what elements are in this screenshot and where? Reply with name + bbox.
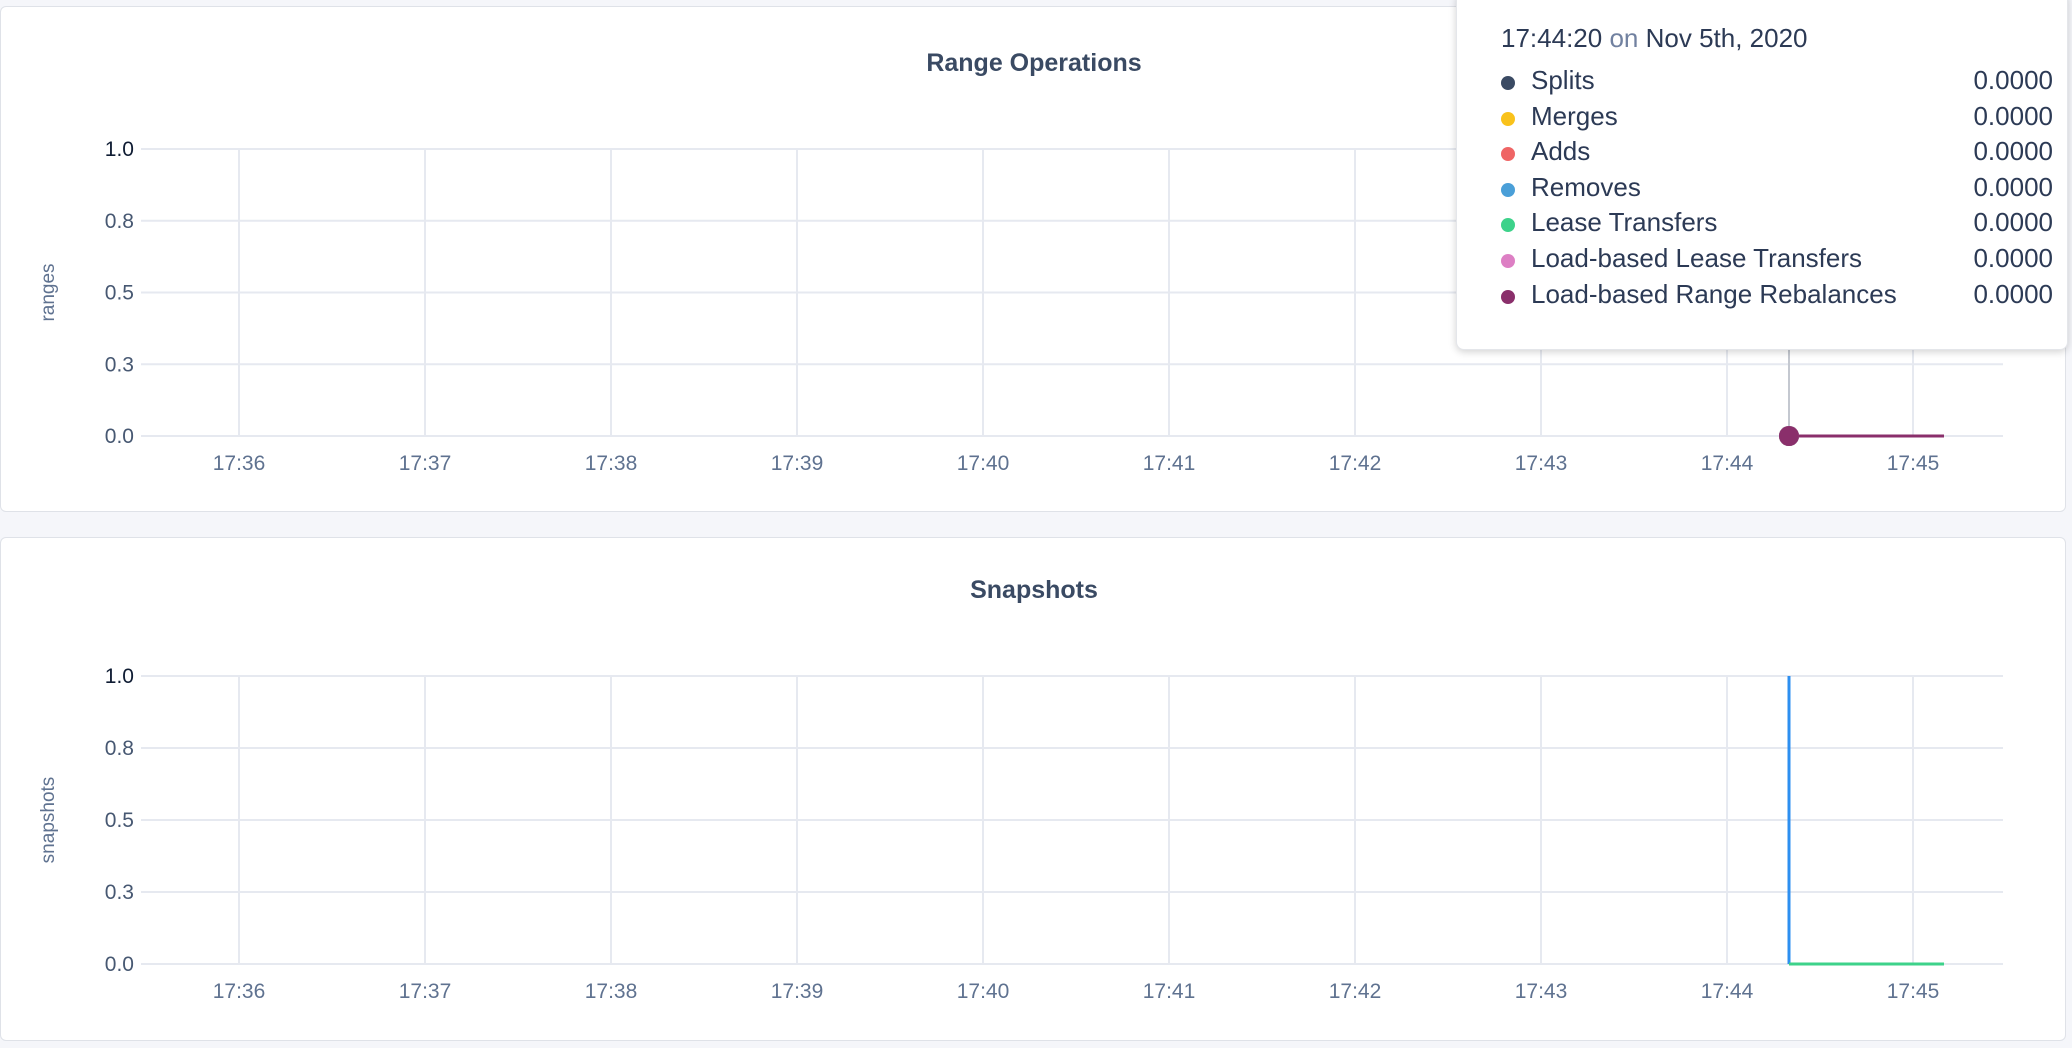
legend-dot-icon [1501, 182, 1515, 197]
x-tick-label: 17:36 [213, 980, 266, 1003]
x-tick-label: 17:39 [771, 452, 824, 475]
range-operations-chart[interactable]: Range Operations 17:36 17:37 17:38 17:39 17:4… [1, 7, 2067, 513]
tooltip-series-value: 0.0000 [1973, 136, 2053, 167]
tooltip-row: Load-based Lease Transfers 0.0000 [1501, 243, 2053, 277]
legend-dot-icon [1501, 289, 1515, 304]
x-tick-label: 17:38 [585, 452, 638, 475]
y-tick-label: 0.5 [105, 282, 134, 305]
x-tick-label: 17:44 [1701, 980, 1754, 1003]
x-tick-label: 17:40 [957, 452, 1010, 475]
tooltip-on: on [1609, 23, 1639, 53]
tooltip-row: Merges 0.0000 [1501, 101, 2053, 135]
x-tick-label: 17:45 [1887, 452, 1940, 475]
snapshots-panel: Snapshots 17:36 17:37 17:38 17:39 17:40 17:41 1… [0, 537, 2066, 1041]
x-tick-label: 17:36 [213, 452, 266, 475]
y-tick-label: 0.8 [105, 737, 134, 760]
y-axis-label: ranges [38, 263, 59, 321]
tooltip-series-name: Adds [1531, 136, 1591, 167]
chart-title: Range Operations [926, 49, 1141, 77]
snapshots-chart[interactable]: Snapshots 17:36 17:37 17:38 17:39 17:40 17:41 1… [1, 538, 2067, 1042]
legend-dot-icon [1501, 147, 1515, 162]
legend-dot-icon [1501, 218, 1515, 233]
hover-tooltip: 17:44:20 on Nov 5th, 2020 Splits 0.0000 Me… [1456, 0, 2068, 350]
x-tick-label: 17:41 [1143, 452, 1196, 475]
y-tick-label: 0.3 [105, 881, 134, 904]
tooltip-time: 17:44:20 [1501, 23, 1603, 53]
y-tick-label: 1.0 [105, 665, 134, 688]
x-tick-label: 17:41 [1143, 980, 1196, 1003]
y-tick-label: 0.0 [105, 425, 134, 448]
tooltip-date: Nov 5th, 2020 [1645, 23, 1808, 53]
x-tick-label: 17:43 [1515, 980, 1568, 1003]
y-tick-label: 0.8 [105, 210, 134, 233]
tooltip-series-value: 0.0000 [1973, 207, 2053, 238]
chart-title: Snapshots [970, 576, 1098, 604]
x-tick-label: 17:42 [1329, 980, 1382, 1003]
x-tick-label: 17:39 [771, 980, 824, 1003]
tooltip-row: Lease Transfers 0.0000 [1501, 207, 2053, 241]
tooltip-series-name: Merges [1531, 100, 1618, 131]
tooltip-series-value: 0.0000 [1973, 243, 2053, 273]
tooltip-series-name: Splits [1531, 65, 1595, 95]
x-tick-label: 17:38 [585, 980, 638, 1003]
tooltip-series-value: 0.0000 [1973, 65, 2053, 95]
y-axis-label: snapshots [38, 777, 59, 864]
y-tick-label: 0.3 [105, 353, 134, 376]
x-tick-label: 17:42 [1329, 452, 1382, 475]
legend-dot-icon [1501, 76, 1515, 90]
y-tick-label: 0.5 [105, 809, 134, 832]
y-tick-label: 0.0 [105, 953, 134, 976]
hover-point [1779, 426, 1799, 446]
tooltip-series-name: Load-based Range Rebalances [1531, 278, 1897, 309]
tooltip-series-value: 0.0000 [1973, 171, 2053, 202]
tooltip-series-name: Lease Transfers [1531, 207, 1718, 238]
x-tick-label: 17:40 [957, 980, 1010, 1003]
legend-dot-icon [1501, 111, 1515, 126]
tooltip-row: Splits 0.0000 [1501, 65, 2053, 99]
x-tick-label: 17:44 [1701, 452, 1754, 475]
x-tick-label: 17:37 [399, 980, 452, 1003]
y-tick-label: 1.0 [105, 138, 134, 161]
tooltip-series-value: 0.0000 [1973, 100, 2053, 131]
tooltip-series-name: Load-based Lease Transfers [1531, 243, 1862, 273]
tooltip-row: Load-based Range Rebalances 0.0000 [1501, 279, 2053, 313]
tooltip-header: 17:44:20 on Nov 5th, 2020 [1501, 23, 1808, 54]
tooltip-series-name: Removes [1531, 171, 1641, 202]
x-tick-label: 17:45 [1887, 980, 1940, 1003]
x-tick-label: 17:37 [399, 452, 452, 475]
tooltip-row: Adds 0.0000 [1501, 136, 2053, 170]
tooltip-series-value: 0.0000 [1973, 278, 2053, 309]
legend-dot-icon [1501, 254, 1515, 268]
tooltip-row: Removes 0.0000 [1501, 172, 2053, 206]
x-tick-label: 17:43 [1515, 452, 1568, 475]
